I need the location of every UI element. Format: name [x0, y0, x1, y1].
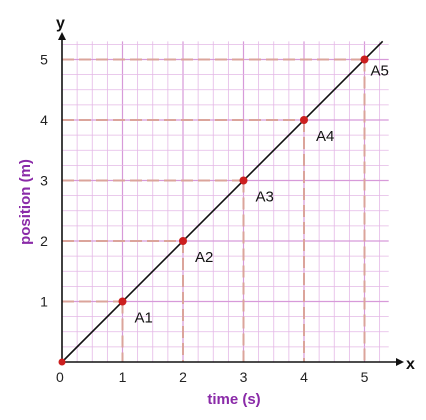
- x-axis-letter: x: [406, 356, 415, 373]
- origin-label: 0: [56, 369, 64, 385]
- point-label: A4: [316, 128, 334, 145]
- x-tick-label: 1: [119, 369, 127, 385]
- x-tick-label: 3: [240, 369, 248, 385]
- data-point: [118, 297, 127, 306]
- series-line-path: [61, 40, 384, 363]
- series-line: [61, 40, 384, 363]
- x-tick-label: 4: [300, 369, 308, 385]
- y-tick-label: 3: [40, 173, 48, 189]
- point-label: A3: [256, 189, 274, 206]
- point-label: A5: [371, 63, 389, 80]
- origin-point: [58, 358, 66, 366]
- y-axis-title: position (m): [17, 159, 34, 245]
- x-axis-title: time (s): [207, 391, 260, 408]
- y-axis-letter: y: [56, 15, 65, 32]
- axes: [58, 32, 404, 366]
- dashed-guides: [62, 58, 366, 362]
- y-tick-label: 2: [40, 233, 48, 249]
- data-points: [58, 55, 369, 366]
- x-tick-label: 2: [179, 369, 187, 385]
- point-label: A2: [195, 249, 213, 266]
- y-tick-label: 4: [40, 112, 48, 128]
- x-axis-arrow: [396, 358, 404, 366]
- y-tick-label: 5: [40, 52, 48, 68]
- data-point: [360, 55, 369, 64]
- x-tick-label: 5: [361, 369, 369, 385]
- point-label: A1: [135, 310, 153, 327]
- y-axis-arrow: [58, 32, 66, 40]
- y-tick-label: 1: [40, 294, 48, 310]
- data-point: [239, 176, 248, 185]
- labels: x y 0 time (s) position (m) 1 2 3 4 5 1 2 3 4 5 A1…: [17, 15, 415, 408]
- data-point: [179, 237, 187, 245]
- data-point: [300, 116, 308, 124]
